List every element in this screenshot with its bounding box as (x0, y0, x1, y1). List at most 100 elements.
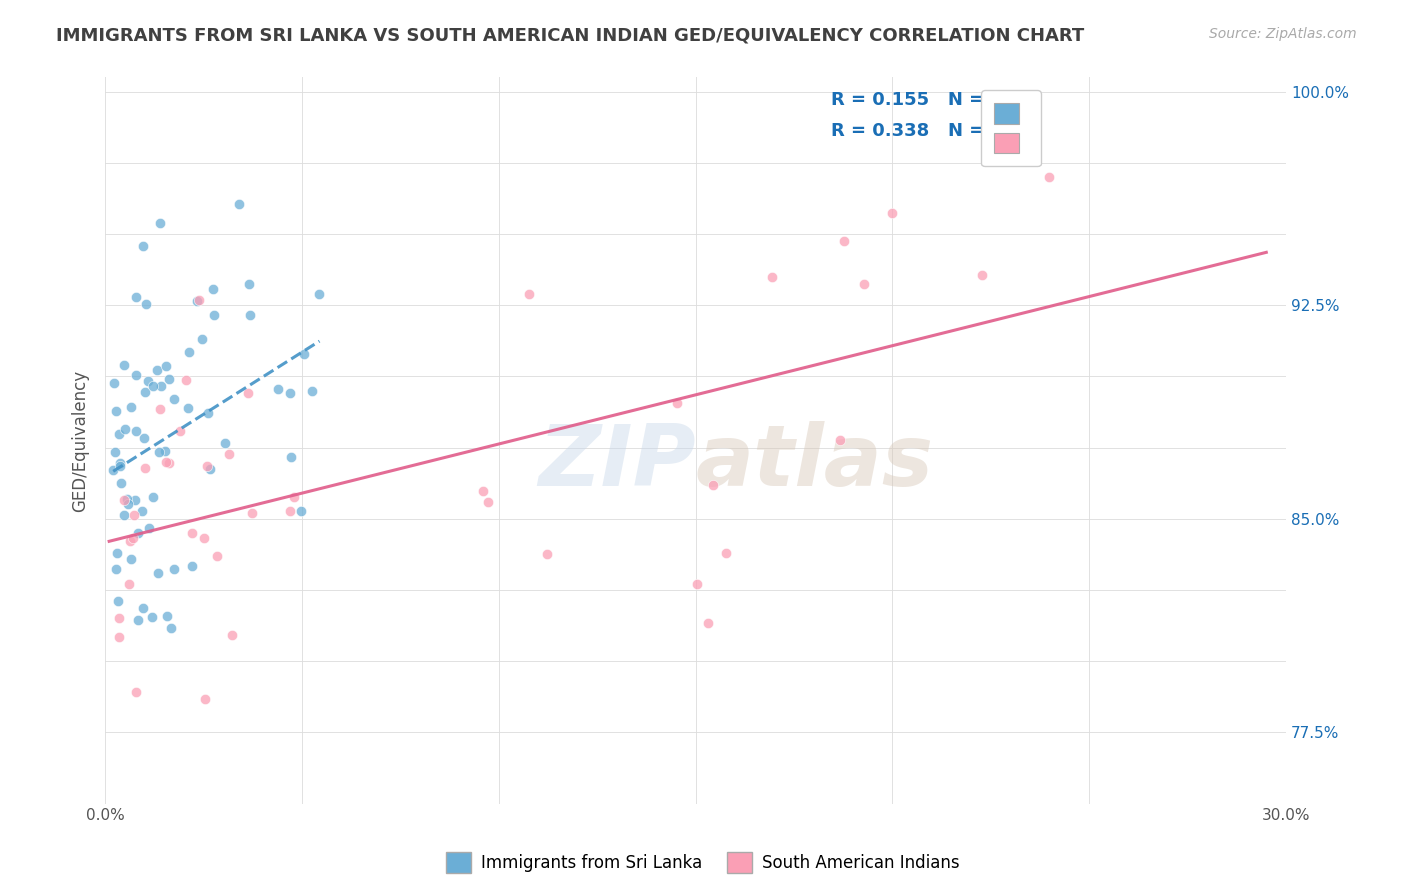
Point (972, 268, 994, 282)
Point (471, 484, 494, 499)
Point (108, 456, 131, 470)
Point (290, 504, 312, 518)
Point (156, 609, 179, 624)
Point (301, 384, 323, 399)
Point (157, 372, 180, 386)
Point (110, 476, 132, 491)
Point (194, 692, 217, 706)
Point (105, 562, 128, 576)
Point (193, 531, 215, 545)
Point (153, 444, 176, 458)
Point (150, 378, 173, 392)
Point (267, 382, 290, 396)
Point (214, 435, 236, 450)
Point (132, 239, 155, 253)
Point (125, 290, 148, 304)
Point (163, 392, 186, 407)
Point (283, 490, 305, 504)
Point (112, 493, 135, 508)
Point (145, 363, 167, 377)
Point (198, 462, 221, 476)
Point (142, 378, 165, 392)
Point (834, 234, 856, 248)
Point (714, 546, 737, 560)
Point (1038, 170, 1060, 185)
Point (177, 401, 200, 416)
Point (536, 548, 558, 562)
Point (218, 447, 240, 461)
Point (103, 463, 125, 477)
Point (308, 286, 330, 301)
Point (280, 450, 302, 465)
Text: R = 0.155   N = 67: R = 0.155 N = 67 (831, 91, 1015, 109)
Point (186, 293, 208, 308)
Point (127, 613, 149, 627)
Point (108, 630, 131, 644)
Point (132, 601, 155, 615)
Point (685, 577, 707, 591)
Legend: , : , (981, 90, 1040, 166)
Point (180, 558, 202, 573)
Point (125, 368, 148, 382)
Point (135, 297, 157, 311)
Text: ZIP: ZIP (538, 421, 696, 504)
Point (191, 332, 214, 346)
Point (880, 206, 903, 220)
Point (146, 566, 169, 580)
Point (195, 458, 218, 473)
Point (118, 534, 141, 549)
Point (160, 621, 183, 635)
Point (157, 456, 180, 470)
Point (124, 492, 146, 507)
Text: atlas: atlas (696, 421, 934, 504)
Point (120, 400, 142, 414)
Point (205, 549, 228, 563)
Point (142, 491, 165, 505)
Point (108, 611, 131, 625)
Point (127, 526, 149, 541)
Point (120, 551, 142, 566)
Point (117, 577, 139, 591)
Point (104, 445, 127, 459)
Point (702, 478, 724, 492)
Point (148, 445, 170, 459)
Point (125, 424, 148, 438)
Point (117, 497, 139, 511)
Point (124, 508, 146, 522)
Point (228, 196, 250, 211)
Point (177, 345, 200, 359)
Point (221, 628, 243, 642)
Point (108, 459, 131, 474)
Point (141, 610, 163, 624)
Point (278, 504, 301, 518)
Point (112, 508, 135, 523)
Text: R = 0.338   N = 42: R = 0.338 N = 42 (831, 121, 1017, 139)
Point (105, 404, 128, 418)
Point (122, 532, 145, 546)
Point (134, 384, 156, 399)
Point (163, 562, 186, 576)
Text: IMMIGRANTS FROM SRI LANKA VS SOUTH AMERICAN INDIAN GED/EQUIVALENCY CORRELATION C: IMMIGRANTS FROM SRI LANKA VS SOUTH AMERI… (56, 27, 1084, 45)
Point (188, 293, 211, 307)
Point (197, 406, 219, 420)
Point (236, 386, 259, 401)
Point (696, 616, 718, 631)
Point (155, 359, 177, 373)
Point (180, 526, 202, 541)
Point (761, 269, 783, 284)
Text: Source: ZipAtlas.com: Source: ZipAtlas.com (1209, 27, 1357, 41)
Point (107, 593, 129, 607)
Point (112, 359, 135, 373)
Point (105, 547, 128, 561)
Point (202, 308, 225, 322)
Point (132, 431, 155, 445)
Point (134, 461, 156, 475)
Point (852, 277, 875, 291)
Point (155, 455, 177, 469)
Point (239, 308, 262, 322)
Point (238, 277, 260, 291)
Point (828, 434, 851, 448)
Point (131, 503, 153, 517)
Point (517, 287, 540, 301)
Point (240, 506, 263, 520)
